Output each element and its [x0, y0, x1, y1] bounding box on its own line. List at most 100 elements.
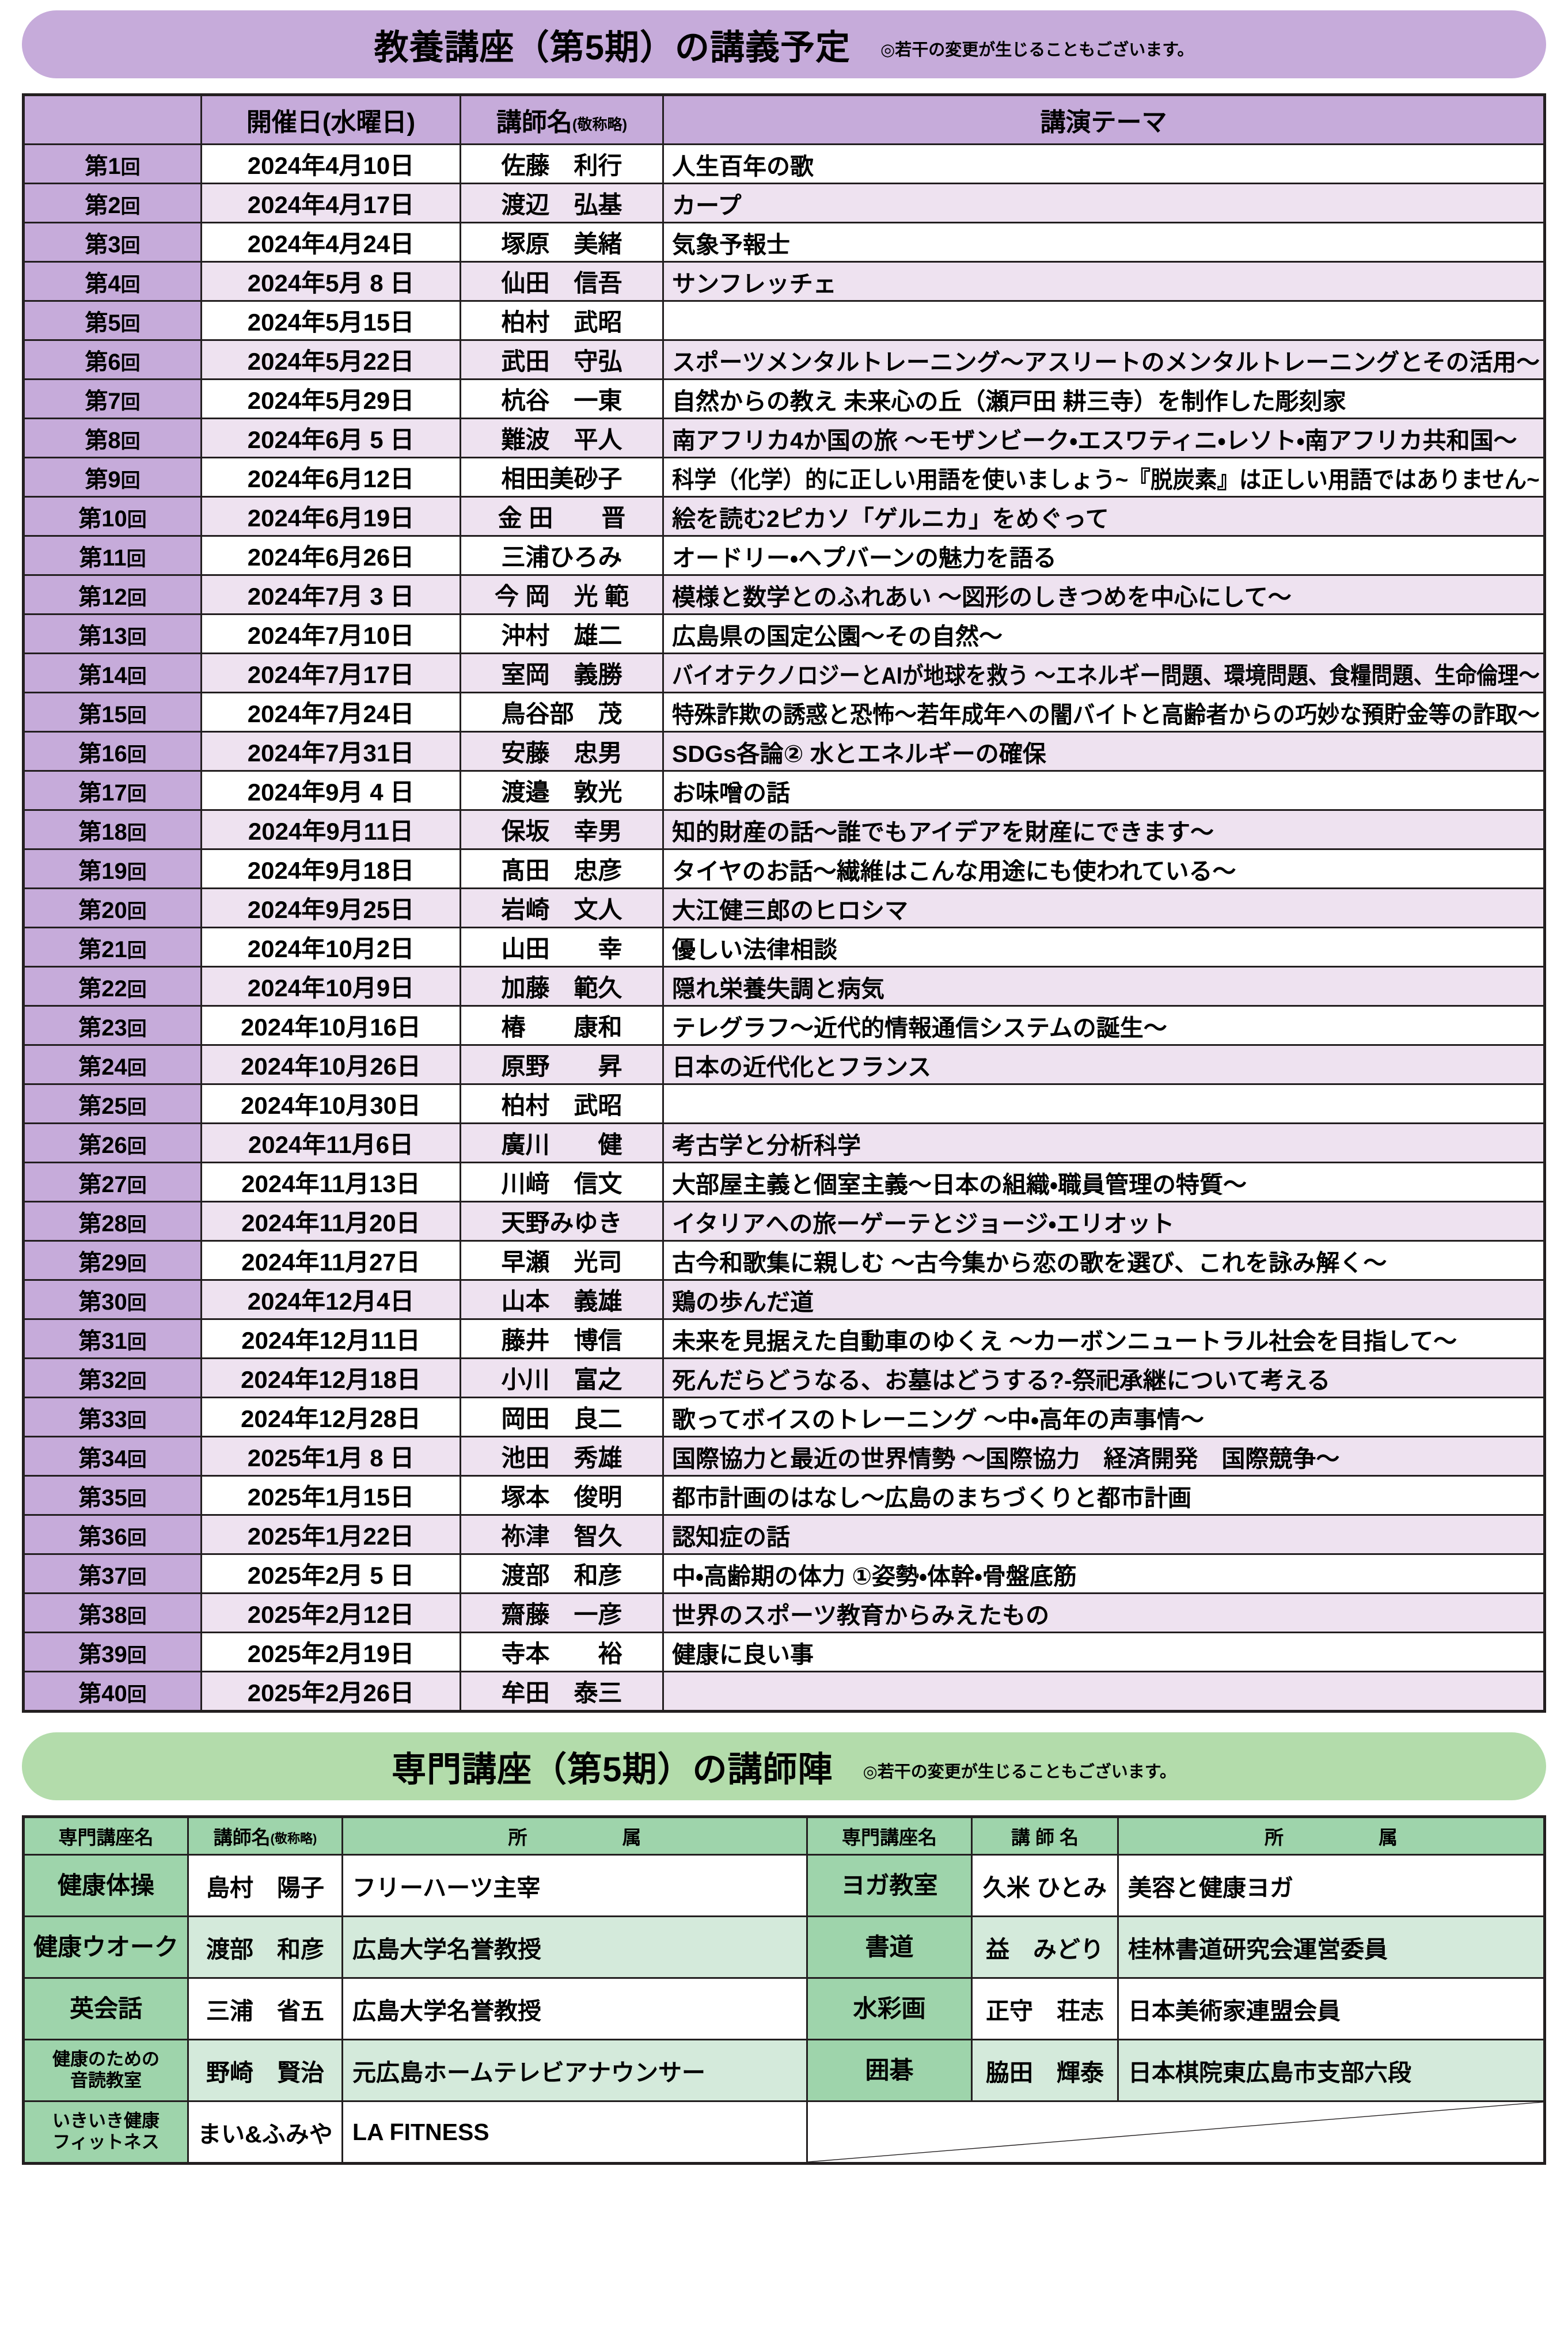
table-row: 第14回 2024年7月17日 室岡 義勝 バイオテクノロジーとAIが地球を救う ～エ… [22, 653, 1546, 693]
session-date: 2024年7月31日 [200, 731, 461, 772]
session-number: 第11回 [22, 535, 202, 576]
session-theme: 考古学と分析科学 [662, 1122, 1546, 1163]
session-lecturer: 仙田 信吾 [460, 261, 664, 302]
session-number: 第30回 [22, 1279, 202, 1320]
session-lecturer: 杭谷 一東 [460, 378, 664, 419]
lecturer-name-left: まい&ふみや [187, 2100, 343, 2164]
session-number: 第33回 [22, 1397, 202, 1437]
table-row: 第26回 2024年11月6日 廣川 健考古学と分析科学 [22, 1122, 1546, 1163]
session-theme: SDGs各論② 水とエネルギーの確保 [662, 731, 1546, 772]
table-row: 第1回 2024年4月10日 佐藤 利行 人生百年の歌 [22, 143, 1546, 184]
table-row: 第39回 2025年2月19日 寺本 裕健康に良い事 [22, 1632, 1546, 1672]
schedule-col-no [22, 94, 202, 145]
session-theme: 気象予報士 [662, 222, 1546, 263]
session-date: 2024年4月10日 [200, 143, 461, 184]
session-date: 2024年12月18日 [200, 1357, 461, 1398]
table-row: 第29回 2024年11月27日 早瀬 光司 古今和歌集に親しむ ～古今集から恋の歌を… [22, 1240, 1546, 1281]
session-lecturer: 早瀬 光司 [460, 1240, 664, 1281]
table-row: 第27回 2024年11月13日 川﨑 信文 大部屋主義と個室主義～日本の組織・職員管… [22, 1162, 1546, 1202]
session-lecturer: 相田美砂子 [460, 457, 664, 498]
session-date: 2024年11月6日 [200, 1122, 461, 1163]
session-date: 2024年10月30日 [200, 1083, 461, 1124]
session-number: 第7回 [22, 378, 202, 419]
session-number: 第23回 [22, 1005, 202, 1046]
session-theme: オードリー・ヘプバーンの魅力を語る [662, 535, 1546, 576]
session-lecturer: 渡部 和彦 [460, 1553, 664, 1594]
instructor-col-lecturer-right: 講 師 名 [971, 1816, 1119, 1856]
session-number: 第18回 [22, 809, 202, 850]
session-theme: 未来を見据えた自動車のゆくえ ～カーボンニュートラル社会を目指して～ [662, 1318, 1546, 1359]
session-number: 第37回 [22, 1553, 202, 1594]
session-lecturer: 寺本 裕 [460, 1632, 664, 1672]
course-name-right: 水彩画 [806, 1977, 973, 2040]
session-lecturer: 小川 富之 [460, 1357, 664, 1398]
session-date: 2024年7月24日 [200, 692, 461, 733]
table-row: 第12回 2024年7月 3 日今 岡 光 範模様と数学とのふれあい ～図形のしき… [22, 574, 1546, 615]
session-lecturer: 保坂 幸男 [460, 809, 664, 850]
session-lecturer: 祢津 智久 [460, 1514, 664, 1555]
session-lecturer: 加藤 範久 [460, 966, 664, 1007]
session-lecturer: 山田 幸 [460, 927, 664, 968]
lecture-schedule-table: 開催日(水曜日) 講師名(敬称略) 講演テーマ 第1回 2024年4月10日 佐藤 … [22, 93, 1546, 1713]
table-row: 第40回 2025年2月26日 牟田 泰三 [22, 1671, 1546, 1712]
schedule-header-row: 開催日(水曜日) 講師名(敬称略) 講演テーマ [22, 94, 1546, 145]
session-number: 第28回 [22, 1201, 202, 1242]
affiliation-left: 広島大学名誉教授 [341, 1915, 808, 1979]
table-row: 英会話 三浦 省五 広島大学名誉教授 水彩画 正守 荘志 日本美術家連盟会員 [22, 1977, 1546, 2040]
session-lecturer: 池田 秀雄 [460, 1436, 664, 1477]
session-theme: 大江健三郎のヒロシマ [662, 887, 1546, 928]
session-lecturer: 安藤 忠男 [460, 731, 664, 772]
session-lecturer: 藤井 博信 [460, 1318, 664, 1359]
session-date: 2024年5月 8 日 [200, 261, 461, 302]
session-number: 第3回 [22, 222, 202, 263]
table-row: 第28回 2024年11月20日 天野みゆき イタリアへの旅ーゲーテとジョージ・エリオ… [22, 1201, 1546, 1242]
session-number: 第5回 [22, 300, 202, 341]
session-lecturer: 山本 義雄 [460, 1279, 664, 1320]
session-theme [662, 300, 1546, 341]
session-theme: サンフレッチェ [662, 261, 1546, 302]
session-lecturer: 牟田 泰三 [460, 1671, 664, 1712]
session-number: 第17回 [22, 770, 202, 811]
session-theme: 都市計画のはなし～広島のまちづくりと都市計画 [662, 1475, 1546, 1516]
table-row: 健康体操 島村 陽子 フリーハーツ主宰 ヨガ教室 久米 ひとみ 美容と健康ヨガ [22, 1854, 1546, 1917]
schedule-col-lecturer-main: 講師名 [496, 108, 572, 136]
session-number: 第39回 [22, 1632, 202, 1672]
session-lecturer: 岩崎 文人 [460, 887, 664, 928]
table-row: いきいき健康 フィットネス まい&ふみや LA FITNESS [22, 2100, 1546, 2164]
table-row: 第17回 2024年9月 4 日渡邉 敦光 お味噌の話 [22, 770, 1546, 811]
session-date: 2024年11月20日 [200, 1201, 461, 1242]
session-theme: 人生百年の歌 [662, 143, 1546, 184]
session-lecturer: 佐藤 利行 [460, 143, 664, 184]
session-date: 2024年6月26日 [200, 535, 461, 576]
session-number: 第13回 [22, 613, 202, 654]
session-theme: お味噌の話 [662, 770, 1546, 811]
session-theme: スポーツメンタルトレーニング～アスリートのメンタルトレーニングとその活用～ [662, 339, 1546, 380]
session-lecturer: 塚本 俊明 [460, 1475, 664, 1516]
session-theme: 広島県の国定公園～その自然～ [662, 613, 1546, 654]
session-theme: イタリアへの旅ーゲーテとジョージ・エリオット [662, 1201, 1546, 1242]
table-row: 第2回 2024年4月17日 渡辺 弘基 カープ [22, 183, 1546, 223]
session-date: 2024年6月12日 [200, 457, 461, 498]
session-number: 第36回 [22, 1514, 202, 1555]
session-lecturer: 渡辺 弘基 [460, 183, 664, 223]
session-lecturer: 三浦ひろみ [460, 535, 664, 576]
session-number: 第19回 [22, 848, 202, 889]
session-date: 2024年9月11日 [200, 809, 461, 850]
schedule-banner: 教養講座（第5期）の講義予定 ◎若干の変更が生じることもございます。 [22, 10, 1546, 78]
affiliation-left: フリーハーツ主宰 [341, 1854, 808, 1917]
session-date: 2024年7月17日 [200, 653, 461, 693]
schedule-col-date: 開催日(水曜日) [200, 94, 461, 145]
table-row: 第16回 2024年7月31日 安藤 忠男 SDGs各論② 水とエネルギーの確保 [22, 731, 1546, 772]
table-row: 第35回 2025年1月15日 塚本 俊明 都市計画のはなし～広島のまちづくりと都市計… [22, 1475, 1546, 1516]
lecturer-name-left: 渡部 和彦 [187, 1915, 343, 1979]
session-date: 2024年10月9日 [200, 966, 461, 1007]
instructor-col-affiliation-right: 所 属 [1117, 1816, 1546, 1856]
table-row: 第24回 2024年10月26日 原野 昇日本の近代化とフランス [22, 1044, 1546, 1085]
instructor-banner-note: ◎若干の変更が生じることもございます。 [863, 1763, 1176, 1781]
session-theme: 鶏の歩んだ道 [662, 1279, 1546, 1320]
session-lecturer: 塚原 美緒 [460, 222, 664, 263]
session-theme: 日本の近代化とフランス [662, 1044, 1546, 1085]
course-name-left: 健康のための 音読教室 [22, 2039, 189, 2102]
course-name-left: 健康体操 [22, 1854, 189, 1917]
table-row: 第3回 2024年4月24日 塚原 美緒 気象予報士 [22, 222, 1546, 263]
